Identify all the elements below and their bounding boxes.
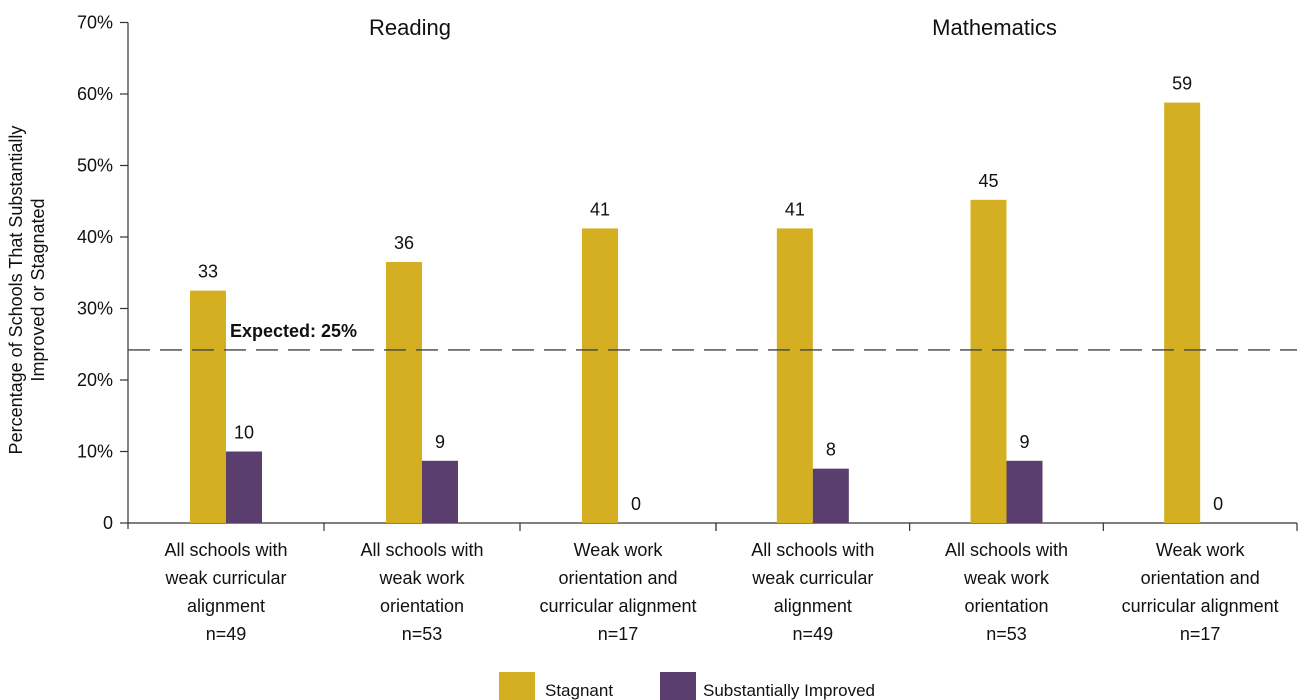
category-label: orientation [964,596,1048,616]
category-label: Weak work [574,540,664,560]
category-label: n=17 [1180,624,1221,644]
bar-stagnant [776,228,813,524]
category-label: weak work [378,568,465,588]
data-label: 0 [1213,494,1223,514]
y-tick-label: 40% [77,227,113,247]
category-label: weak work [963,568,1050,588]
category-label: All schools with [945,540,1068,560]
bar-improved [226,451,262,523]
category-label: n=17 [598,624,639,644]
legend-label: Substantially Improved [703,681,875,700]
category-label: All schools with [360,540,483,560]
category-label: weak curricular [164,568,286,588]
category-label: alignment [187,596,265,616]
data-label: 9 [435,432,445,452]
data-label: 41 [590,199,610,219]
bar-stagnant [386,262,422,523]
panel-title: Mathematics [932,15,1057,40]
y-axis-title: Percentage of Schools That Substantially [6,126,26,455]
legend-swatch [499,672,535,700]
category-label: Weak work [1156,540,1246,560]
y-tick-label: 10% [77,442,113,462]
category-label: orientation and [558,568,677,588]
category-label: n=49 [206,624,247,644]
data-label: 59 [1172,74,1192,94]
panel-title: Reading [369,15,451,40]
legend-swatch [660,672,696,700]
data-label: 8 [826,440,836,460]
bar-stagnant [582,228,618,524]
data-label: 10 [234,423,254,443]
category-label: All schools with [164,540,287,560]
category-label: curricular alignment [1122,596,1279,616]
category-label: alignment [774,596,852,616]
bar-improved [422,460,458,523]
bar-improved [812,468,849,523]
y-tick-label: 0 [103,513,113,533]
bar-stagnant [1164,102,1201,523]
category-label: n=53 [986,624,1027,644]
category-label: All schools with [751,540,874,560]
bar-stagnant [970,199,1007,523]
y-tick-label: 30% [77,299,113,319]
data-label: 33 [198,262,218,282]
y-tick-label: 70% [77,13,113,33]
data-label: 0 [631,494,641,514]
data-label: 41 [785,199,805,219]
category-label: weak curricular [751,568,873,588]
category-label: curricular alignment [539,596,696,616]
category-label: n=53 [402,624,443,644]
data-label: 45 [978,171,998,191]
y-axis-title: Improved or Stagnated [28,198,48,381]
category-label: orientation and [1141,568,1260,588]
y-tick-label: 20% [77,370,113,390]
bar-improved [1006,460,1043,523]
category-label: orientation [380,596,464,616]
legend-label: Stagnant [545,681,613,700]
category-label: n=49 [793,624,834,644]
data-label: 36 [394,233,414,253]
bar-stagnant [190,290,226,523]
y-tick-label: 60% [77,84,113,104]
expected-reference-label: Expected: 25% [230,321,357,341]
y-tick-label: 50% [77,156,113,176]
data-label: 9 [1019,432,1029,452]
